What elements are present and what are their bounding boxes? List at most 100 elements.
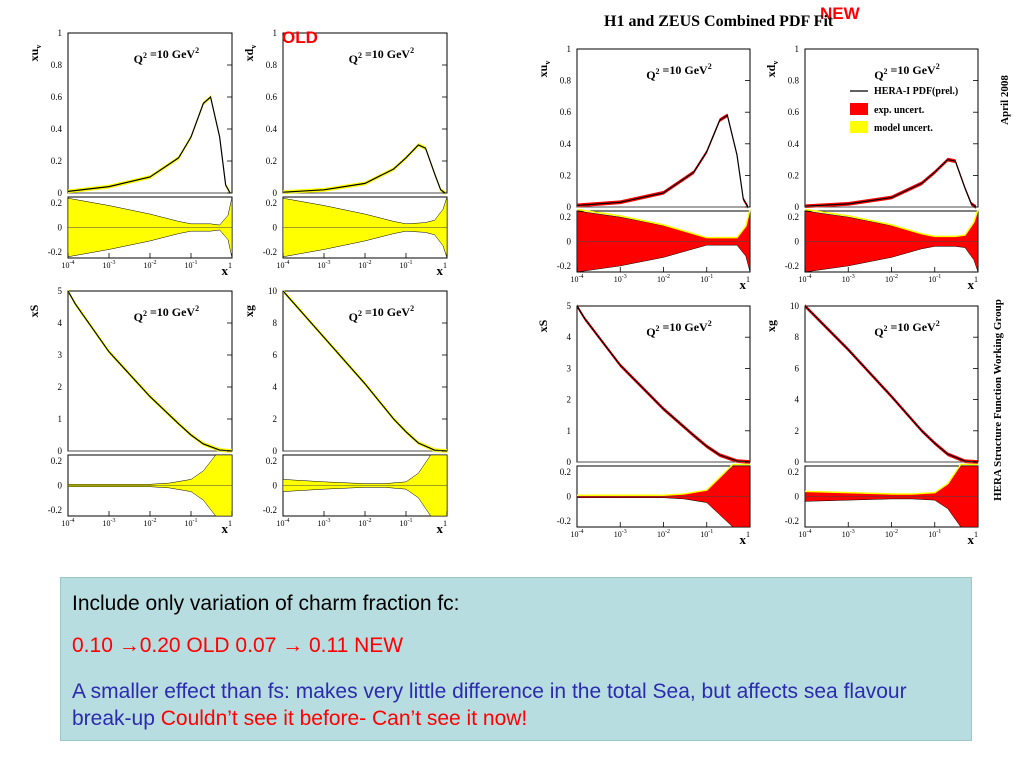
legend-central-label: HERA-I PDF(prel.) xyxy=(874,86,958,97)
y-tick-label: 1 xyxy=(58,28,63,38)
uncertainty-band xyxy=(283,143,446,195)
y-tick-label: 1 xyxy=(58,414,63,424)
x-tick-label: 10-1 xyxy=(928,274,941,284)
x-tick-label: 1 xyxy=(746,275,750,284)
x-tick-label: 10-4 xyxy=(277,260,290,270)
y-tick-label: 0 xyxy=(273,188,278,198)
x-tick-label: 10-1 xyxy=(185,518,198,528)
ratio-y-tick-label: -0.2 xyxy=(263,505,277,515)
legend-exp-label: exp. uncert. xyxy=(874,105,925,116)
y-axis-label: xuv xyxy=(27,45,43,62)
ratio-y-tick-label: -0.2 xyxy=(785,516,799,526)
y-tick-label: 2 xyxy=(795,426,800,436)
y-tick-label: 8 xyxy=(273,318,278,328)
x-tick-label: 10-1 xyxy=(700,529,713,539)
figures-area: xuv 0 0.2 0.4 0.6 0.8 1 -0.2 0 0.2 10-4 10-3 10-2 10-… xyxy=(27,4,1011,547)
ratio-y-tick-label: 0.2 xyxy=(788,212,799,222)
x-tick-label: 10-3 xyxy=(614,529,627,539)
x-axis-label: x xyxy=(740,532,747,547)
y-tick-label: 4 xyxy=(567,332,572,342)
x-axis-label: x xyxy=(968,277,975,292)
x-tick-label: 10-2 xyxy=(657,274,670,284)
note-conclusion-highlight: Couldn’t see it before- Can’t see it now… xyxy=(160,707,528,730)
y-axis-label: xS xyxy=(536,319,550,332)
model-band-edge xyxy=(804,208,979,238)
uncertainty-band xyxy=(805,157,977,209)
ratio-y-tick-label: 0.2 xyxy=(266,456,277,466)
ratio-y-tick-label: 0 xyxy=(58,481,63,491)
x-tick-label: 10-1 xyxy=(928,529,941,539)
ratio-y-tick-label: -0.2 xyxy=(557,261,571,271)
x-tick-label: 10-4 xyxy=(62,518,75,528)
chart-new-xs: xS xyxy=(536,304,751,528)
y-tick-label: 0 xyxy=(273,446,278,456)
y-tick-label: 1 xyxy=(273,28,278,38)
chart-new-xg: xg xyxy=(764,304,979,528)
ratio-y-tick-label: 0 xyxy=(567,492,572,502)
y-tick-label: 0.4 xyxy=(266,124,278,134)
y-tick-label: 5 xyxy=(58,286,63,296)
x-tick-label: 10-3 xyxy=(103,260,116,270)
chart-old-xg: xg xyxy=(242,289,448,517)
x-tick-label: 10-2 xyxy=(144,260,157,270)
main-frame xyxy=(67,290,233,452)
x-tick-label: 10-1 xyxy=(185,260,198,270)
y-axis-label: xg xyxy=(242,305,256,317)
x-axis-label: x xyxy=(437,263,444,278)
legend-exp-swatch xyxy=(850,103,868,115)
y-axis-label: xuv xyxy=(536,61,552,78)
q2-annotation: Q2 =10 GeV2 xyxy=(874,62,940,82)
chart-old-xdv: xdv xyxy=(242,32,448,259)
ratio-y-tick-label: 0.2 xyxy=(560,467,571,477)
y-tick-label: 0 xyxy=(567,457,572,467)
figure-title: H1 and ZEUS Combined PDF Fit xyxy=(604,13,834,30)
y-tick-label: 1 xyxy=(567,426,572,436)
y-tick-label: 0.4 xyxy=(51,124,63,134)
central-curve xyxy=(67,95,231,194)
x-tick-label: 1 xyxy=(974,530,978,539)
legend-model-label: model uncert. xyxy=(874,123,933,134)
central-curve xyxy=(67,290,233,452)
note-conclusion: A smaller effect than fs: makes very lit… xyxy=(72,678,967,732)
x-tick-label: 10-2 xyxy=(885,529,898,539)
y-tick-label: 8 xyxy=(795,332,800,342)
ratio-y-tick-label: 0 xyxy=(273,223,278,233)
legend-model-swatch xyxy=(850,121,868,133)
y-tick-label: 4 xyxy=(795,395,800,405)
y-tick-label: 2 xyxy=(58,382,63,392)
x-tick-label: 10-2 xyxy=(359,518,372,528)
y-tick-label: 0.2 xyxy=(788,170,799,180)
main-frame xyxy=(576,305,751,463)
main-frame xyxy=(282,32,448,194)
ratio-y-tick-label: 0.2 xyxy=(51,198,62,208)
x-tick-label: 1 xyxy=(443,519,447,528)
y-tick-label: 0 xyxy=(58,188,63,198)
y-tick-label: 0.2 xyxy=(266,156,277,166)
main-frame xyxy=(576,48,751,208)
model-band-edge xyxy=(577,463,750,496)
y-tick-label: 6 xyxy=(273,350,278,360)
x-axis-label: x xyxy=(437,521,444,536)
x-axis-label: x xyxy=(222,263,229,278)
y-tick-label: 0.8 xyxy=(788,76,800,86)
model-band-edge xyxy=(804,463,978,495)
chart-new-xuv: xuv xyxy=(536,48,751,273)
y-tick-label: 0.6 xyxy=(560,107,572,117)
x-tick-label: 10-4 xyxy=(799,529,812,539)
y-tick-label: 0.6 xyxy=(266,92,278,102)
ratio-y-tick-label: -0.2 xyxy=(557,516,571,526)
x-tick-label: 10-4 xyxy=(799,274,812,284)
x-axis-label: x xyxy=(968,532,975,547)
y-tick-label: 5 xyxy=(567,301,572,311)
y-tick-label: 0.8 xyxy=(560,76,572,86)
x-tick-label: 1 xyxy=(443,261,447,270)
x-tick-label: 1 xyxy=(228,519,232,528)
q2-annotation: Q2 =10 GeV2 xyxy=(134,46,200,66)
y-tick-label: 1 xyxy=(567,44,572,54)
x-tick-label: 10-2 xyxy=(144,518,157,528)
ratio-y-tick-label: -0.2 xyxy=(785,261,799,271)
y-tick-label: 4 xyxy=(58,318,63,328)
y-tick-label: 0.2 xyxy=(560,170,571,180)
y-tick-label: 0 xyxy=(567,202,572,212)
